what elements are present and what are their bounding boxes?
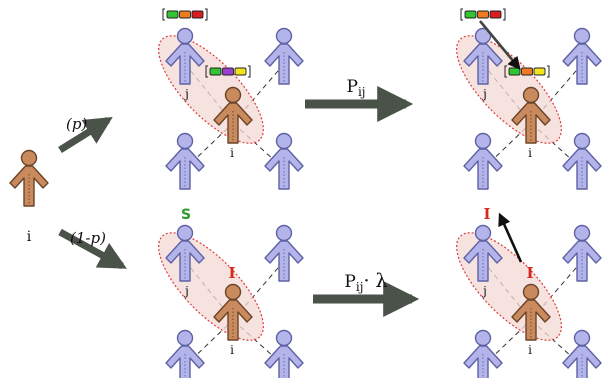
- focal-node-source: [9, 149, 49, 207]
- label-node-i: i: [230, 146, 234, 160]
- infection-arrow: [498, 212, 523, 263]
- focal-node-i: [511, 86, 551, 144]
- interaction-region: [158, 35, 264, 144]
- source-node-label: i: [27, 229, 32, 245]
- label-node-i: i: [230, 343, 234, 357]
- rate-label-lower: Pij· λ: [344, 270, 387, 294]
- opinion-swatch: [464, 10, 477, 19]
- focal-node-i: [213, 86, 253, 144]
- rate-label-upper: Pij: [346, 77, 365, 99]
- neighbor-node-j: [463, 27, 503, 85]
- neighbor-node-j: [463, 224, 503, 282]
- opinion-swatch: [477, 10, 489, 19]
- panel-infection-after: j i I I: [456, 205, 602, 378]
- interaction-region: [158, 232, 264, 341]
- branch-label-lower: (1-p): [70, 229, 106, 247]
- neighbor-node: [264, 27, 304, 85]
- opinion-palette-j: [162, 8, 208, 21]
- neighbor-node: [562, 27, 602, 85]
- neighbor-node-j: [165, 224, 205, 282]
- state-label-s: S: [181, 207, 191, 223]
- interaction-region: [456, 35, 562, 144]
- opinion-palette-j: [460, 8, 506, 21]
- opinion-swatch: [234, 67, 247, 76]
- neighbor-node: [165, 132, 205, 190]
- opinion-swatch: [489, 10, 502, 19]
- opinion-swatch: [166, 10, 179, 19]
- panel-infection-before: j i S I: [158, 207, 304, 378]
- opinion-swatch: [508, 67, 521, 76]
- opinion-swatch: [533, 67, 546, 76]
- opinion-swatch: [521, 67, 533, 76]
- branch-arrow-lower: [58, 228, 127, 270]
- neighbor-node: [165, 329, 205, 378]
- opinion-swatch: [179, 10, 191, 19]
- label-node-j: j: [481, 87, 487, 101]
- opinion-swatch: [209, 67, 222, 76]
- neighbor-node: [264, 132, 304, 190]
- opinion-copy-arrow: [478, 20, 521, 71]
- neighbor-node: [264, 329, 304, 378]
- neighbor-node: [264, 224, 304, 282]
- state-label-i-j: I: [483, 205, 490, 223]
- label-node-j: j: [183, 284, 189, 298]
- neighbor-node: [463, 329, 503, 378]
- opinion-palette-i: [504, 65, 550, 78]
- label-node-j: j: [183, 87, 189, 101]
- branch-arrow-upper: [58, 117, 113, 153]
- state-label-i: I: [526, 264, 533, 282]
- focal-node-i: [511, 283, 551, 341]
- branch-label-upper: (p): [66, 115, 87, 133]
- source-node: [9, 149, 49, 207]
- focal-node-i: [213, 283, 253, 341]
- neighbor-node: [463, 132, 503, 190]
- label-node-i: i: [528, 146, 532, 160]
- panel-opinion-after: ji: [456, 8, 602, 190]
- neighbor-node: [562, 224, 602, 282]
- label-node-j: j: [481, 284, 487, 298]
- state-label-i: I: [228, 264, 235, 282]
- neighbor-node: [562, 132, 602, 190]
- neighbor-node: [562, 329, 602, 378]
- opinion-swatch: [191, 10, 204, 19]
- opinion-palette-i: [205, 65, 251, 78]
- panel-opinion-before: ji: [158, 8, 304, 190]
- label-node-i: i: [528, 343, 532, 357]
- opinion-swatch: [222, 67, 234, 76]
- neighbor-node-j: [165, 27, 205, 85]
